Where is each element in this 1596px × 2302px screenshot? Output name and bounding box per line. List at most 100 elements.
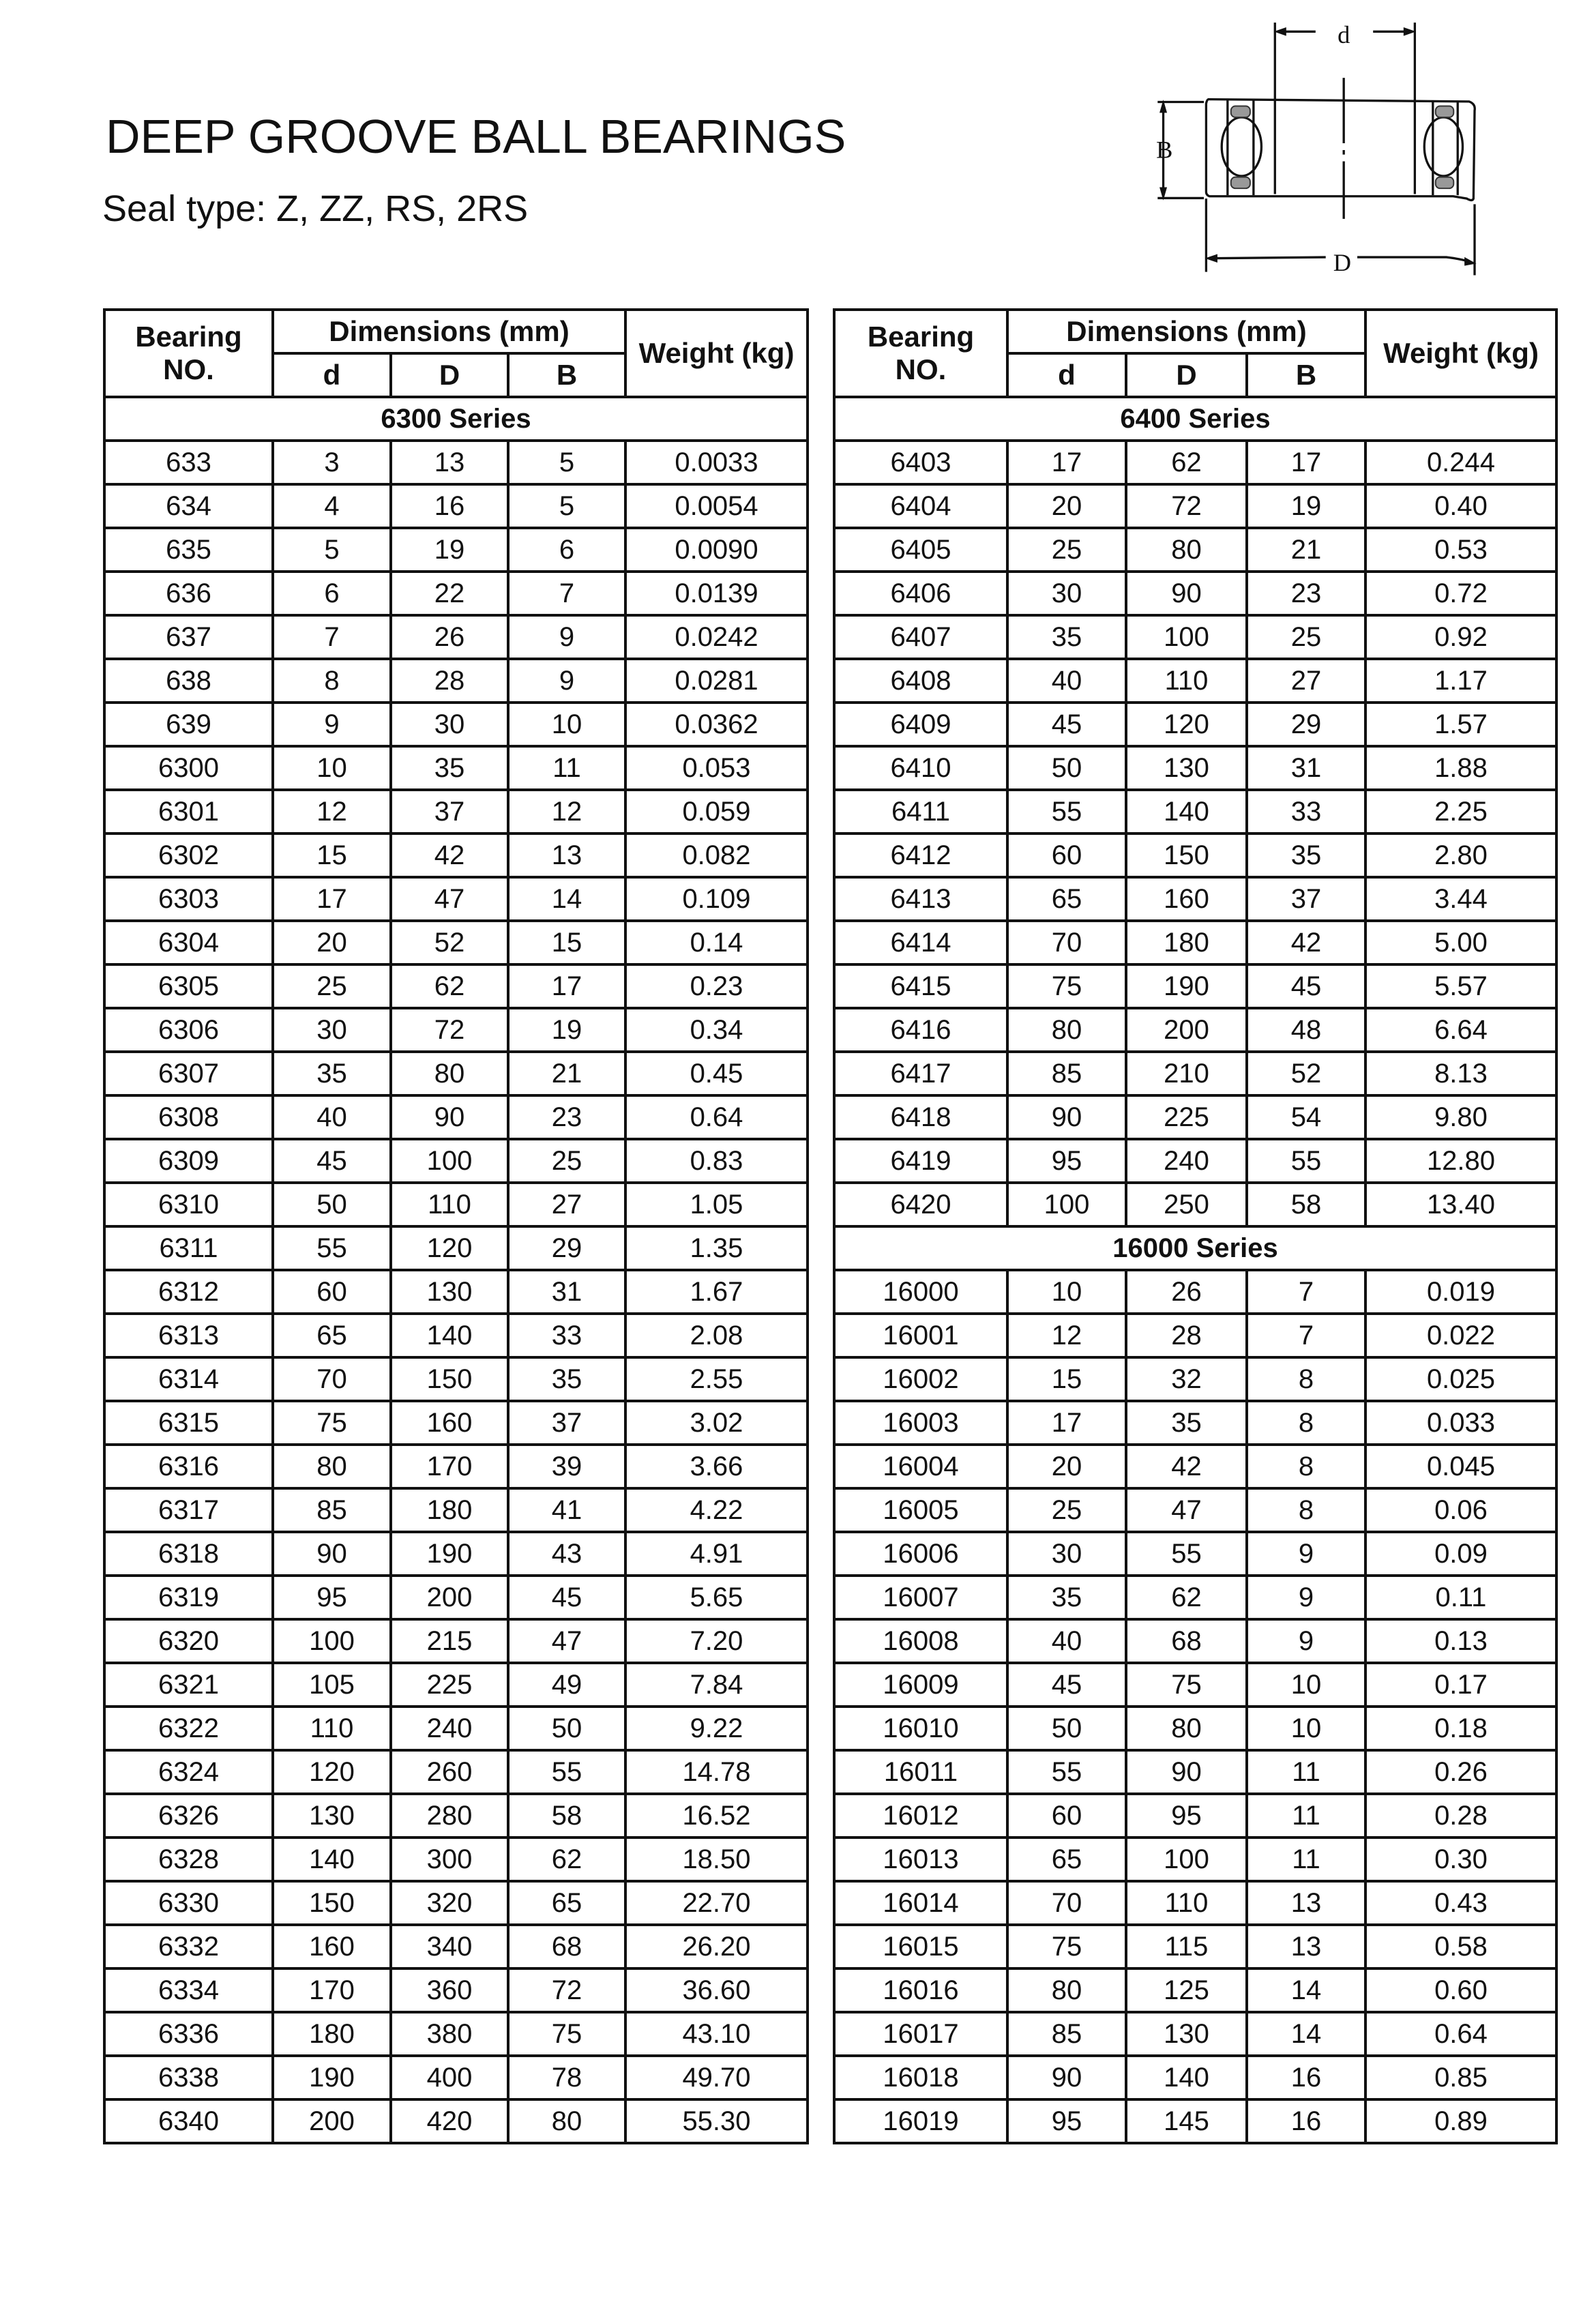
bearing-no-cell: 16007 (833, 1574, 1009, 1621)
width-cell: 19 (1245, 483, 1367, 529)
inner-diameter-cell: 3 (271, 439, 392, 486)
inner-diameter-cell: 4 (271, 483, 392, 529)
weight-cell: 0.60 (1364, 1967, 1558, 2013)
table-row: 6319 95 200 45 5.65 (103, 1574, 809, 1621)
table-row: 16011 55 90 11 0.26 (833, 1749, 1558, 1795)
table-row: 6317 85 180 41 4.22 (103, 1487, 809, 1533)
bearing-no-cell: 6336 (103, 2011, 274, 2057)
weight-cell: 0.022 (1364, 1312, 1558, 1359)
inner-diameter-cell: 15 (1006, 1356, 1127, 1402)
outer-diameter-cell: 62 (1125, 439, 1248, 486)
bearing-no-cell: 6315 (103, 1400, 274, 1446)
inner-diameter-cell: 80 (1006, 1007, 1127, 1053)
series-label: 16000 Series (833, 1225, 1558, 1271)
width-cell: 11 (1245, 1749, 1367, 1795)
outer-diameter-cell: 360 (389, 1967, 509, 2013)
inner-diameter-cell: 85 (1006, 2011, 1127, 2057)
inner-diameter-cell: 30 (1006, 570, 1127, 617)
series-label: 6400 Series (833, 396, 1558, 442)
outer-diameter-cell: 160 (389, 1400, 509, 1446)
bearing-no-cell: 6411 (833, 788, 1009, 835)
outer-diameter-cell: 47 (389, 876, 509, 922)
table-row: 16012 60 95 11 0.28 (833, 1792, 1558, 1839)
outer-diameter-cell: 380 (389, 2011, 509, 2057)
table-row: 16003 17 35 8 0.033 (833, 1400, 1558, 1446)
inner-diameter-cell: 45 (271, 1138, 392, 1184)
outer-diameter-cell: 42 (389, 832, 509, 879)
weight-cell: 0.17 (1364, 1662, 1558, 1708)
inner-diameter-cell: 180 (271, 2011, 392, 2057)
bearing-no-cell: 6310 (103, 1181, 274, 1228)
table-row: 16010 50 80 10 0.18 (833, 1705, 1558, 1752)
weight-cell: 1.67 (624, 1269, 809, 1315)
width-cell: 8 (1245, 1487, 1367, 1533)
table-row: 638 8 28 9 0.0281 (103, 658, 809, 704)
width-cell: 21 (1245, 527, 1367, 573)
table-row: 6326 130 280 58 16.52 (103, 1792, 809, 1839)
width-cell: 80 (507, 2098, 627, 2144)
weight-cell: 0.059 (624, 788, 809, 835)
inner-diameter-cell: 12 (1006, 1312, 1127, 1359)
bearing-no-cell: 6409 (833, 701, 1009, 748)
table-row: 6302 15 42 13 0.082 (103, 832, 809, 879)
inner-diameter-cell: 120 (271, 1749, 392, 1795)
inner-diameter-cell: 70 (1006, 1880, 1127, 1926)
bearing-no-cell: 16014 (833, 1880, 1009, 1926)
table-row: 6306 30 72 19 0.34 (103, 1007, 809, 1053)
table-row: 6405 25 80 21 0.53 (833, 527, 1558, 573)
bearing-no-cell: 6415 (833, 963, 1009, 1009)
width-cell: 55 (1245, 1138, 1367, 1184)
width-cell: 14 (1245, 2011, 1367, 2057)
inner-diameter-cell: 35 (1006, 614, 1127, 660)
width-cell: 39 (507, 1443, 627, 1490)
table-row: 6417 85 210 52 8.13 (833, 1050, 1558, 1097)
bearing-no-cell: 637 (103, 614, 274, 660)
outer-diameter-cell: 68 (1125, 1618, 1248, 1664)
weight-cell: 0.34 (624, 1007, 809, 1053)
inner-diameter-cell: 160 (271, 1923, 392, 1970)
bearing-no-cell: 639 (103, 701, 274, 748)
inner-diameter-cell: 50 (271, 1181, 392, 1228)
table-row: 16006 30 55 9 0.09 (833, 1531, 1558, 1577)
weight-cell: 3.44 (1364, 876, 1558, 922)
width-cell: 10 (1245, 1705, 1367, 1752)
width-cell: 33 (507, 1312, 627, 1359)
table-row: 633 3 13 5 0.0033 (103, 439, 809, 486)
outer-diameter-cell: 240 (1125, 1138, 1248, 1184)
table-row: 6312 60 130 31 1.67 (103, 1269, 809, 1315)
width-cell: 62 (507, 1836, 627, 1883)
bearing-no-cell: 6416 (833, 1007, 1009, 1053)
weight-cell: 43.10 (624, 2011, 809, 2057)
table-row: 6408 40 110 27 1.17 (833, 658, 1558, 704)
outer-diameter-cell: 190 (389, 1531, 509, 1577)
bearing-no-cell: 6406 (833, 570, 1009, 617)
width-cell: 10 (1245, 1662, 1367, 1708)
header-D: D (1125, 352, 1248, 398)
inner-diameter-cell: 20 (1006, 483, 1127, 529)
width-cell: 29 (1245, 701, 1367, 748)
bearing-no-cell: 6309 (103, 1138, 274, 1184)
weight-cell: 4.22 (624, 1487, 809, 1533)
table-row: 6313 65 140 33 2.08 (103, 1312, 809, 1359)
inner-diameter-cell: 6 (271, 570, 392, 617)
inner-diameter-cell: 75 (1006, 1923, 1127, 1970)
width-cell: 48 (1245, 1007, 1367, 1053)
weight-cell: 4.91 (624, 1531, 809, 1577)
outer-diameter-cell: 72 (1125, 483, 1248, 529)
table-row: 16017 85 130 14 0.64 (833, 2011, 1558, 2057)
table-row: 6311 55 120 29 1.35 (103, 1225, 809, 1271)
outer-diameter-cell: 200 (1125, 1007, 1248, 1053)
weight-cell: 0.83 (624, 1138, 809, 1184)
outer-diameter-cell: 28 (389, 658, 509, 704)
table-row: 6420 100 250 58 13.40 (833, 1181, 1558, 1228)
width-cell: 8 (1245, 1443, 1367, 1490)
inner-diameter-cell: 45 (1006, 701, 1127, 748)
table-row: 6407 35 100 25 0.92 (833, 614, 1558, 660)
weight-cell: 0.28 (1364, 1792, 1558, 1839)
weight-cell: 22.70 (624, 1880, 809, 1926)
bearing-no-cell: 16002 (833, 1356, 1009, 1402)
table-row: 16013 65 100 11 0.30 (833, 1836, 1558, 1883)
header-dimensions: Dimensions (mm) (271, 308, 627, 355)
inner-diameter-cell: 17 (271, 876, 392, 922)
bearing-no-cell: 6405 (833, 527, 1009, 573)
